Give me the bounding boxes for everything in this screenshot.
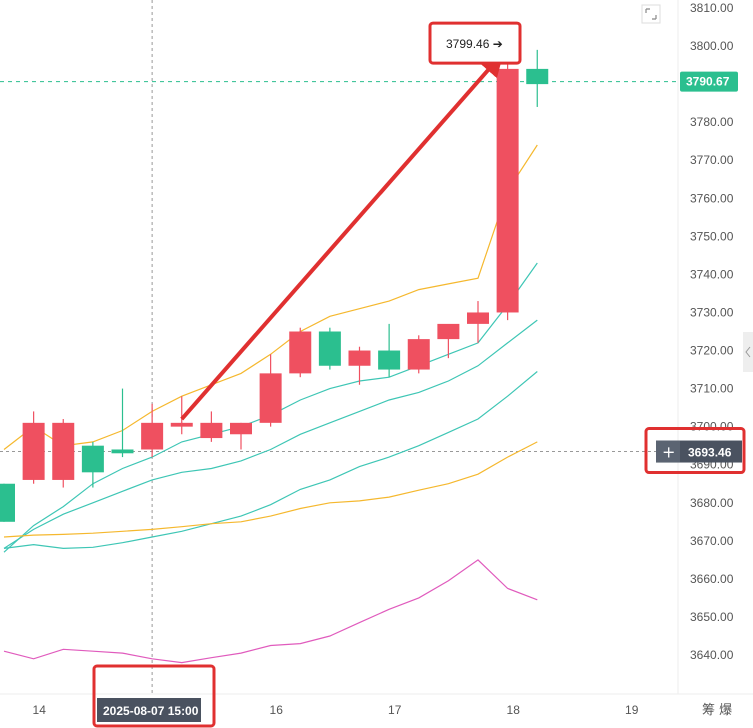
candle [289, 327, 312, 378]
candle-body [200, 422, 223, 439]
candle-body [407, 339, 430, 370]
candle-body [52, 422, 75, 480]
candle [378, 323, 401, 378]
plus-icon[interactable]: + [662, 443, 675, 462]
candle [230, 422, 252, 450]
moving-average-line [3, 319, 538, 549]
plot-area [0, 0, 676, 694]
y-tick-label: 3660.00 [690, 572, 734, 586]
candle [0, 483, 15, 522]
candles [0, 46, 549, 522]
candle [437, 323, 460, 359]
candle [200, 411, 223, 442]
candle [407, 335, 430, 374]
peak-annotation: 3799.46 ➔ [428, 21, 522, 65]
y-tick-label: 3700.00 [690, 420, 734, 434]
candle-body [289, 331, 312, 374]
crosshair-price-text: 3693.46 [688, 446, 732, 460]
current-price-label: 3790.67 [680, 71, 738, 92]
price-axis: 3810.003800.003790.003780.003770.003760.… [677, 0, 734, 694]
candle-body [259, 373, 282, 423]
candle [259, 354, 282, 427]
x-tick-label: 19 [625, 703, 639, 717]
candle [526, 49, 549, 107]
candle-body [467, 312, 489, 324]
crosshair-date-text: 2025-08-07 15:00 [103, 704, 199, 718]
candle-body [22, 422, 45, 480]
moving-average-line [3, 441, 538, 538]
crosshair-price-highlight [644, 427, 746, 475]
crosshair-date-annotation: 2025-08-07 15:00 [92, 664, 216, 728]
y-tick-label: 3680.00 [690, 496, 734, 510]
time-axis: 14 16 17 18 19 [0, 693, 753, 717]
candle-body [348, 350, 371, 366]
candle-body [526, 68, 549, 85]
candle [52, 419, 75, 488]
candle [467, 301, 489, 343]
y-tick-label: 3670.00 [690, 534, 734, 548]
axis-corner-text: 筹 爆 [702, 702, 732, 718]
y-tick-label: 3750.00 [690, 229, 734, 243]
y-tick-label: 3740.00 [690, 267, 734, 281]
y-tick-label: 3810.00 [690, 1, 734, 15]
y-tick-label: 3800.00 [690, 39, 734, 53]
y-tick-label: 3770.00 [690, 153, 734, 167]
annotation-arrow [180, 52, 504, 421]
candle [318, 327, 341, 370]
x-tick-label: 17 [388, 703, 402, 717]
candle [22, 411, 45, 484]
y-tick-label: 3650.00 [690, 610, 734, 624]
y-tick-label: 3720.00 [690, 344, 734, 358]
y-tick-label: 3710.00 [690, 382, 734, 396]
candle-body [141, 422, 164, 450]
candle-body [318, 331, 341, 366]
candle-body [81, 445, 104, 473]
candle-body [111, 449, 134, 454]
candle [81, 441, 104, 488]
y-tick-label: 3760.00 [690, 191, 734, 205]
y-tick-label: 3730.00 [690, 305, 734, 319]
candle-body [170, 422, 193, 427]
x-tick-label: 18 [507, 703, 521, 717]
axis-handle[interactable] [743, 332, 753, 372]
candle [348, 346, 371, 385]
y-tick-label: 3640.00 [690, 648, 734, 662]
moving-average-line [3, 371, 538, 550]
candle [170, 396, 193, 435]
x-tick-label: 16 [270, 703, 284, 717]
candle-body [378, 350, 401, 370]
peak-price-label: 3799.46 ➔ [446, 37, 503, 51]
candle-body [0, 483, 15, 522]
candle-body [230, 422, 252, 435]
moving-average-line [3, 559, 538, 664]
candle-body [437, 323, 460, 340]
candle [141, 403, 164, 458]
current-price-text: 3790.67 [686, 75, 730, 89]
expand-icon[interactable] [641, 4, 661, 24]
candle-body [496, 68, 519, 313]
x-tick-label: 14 [33, 703, 47, 717]
crosshair-price-label: + 3693.46 [656, 440, 742, 463]
candle [111, 388, 134, 458]
y-tick-label: 3780.00 [690, 115, 734, 129]
candle [496, 46, 519, 321]
